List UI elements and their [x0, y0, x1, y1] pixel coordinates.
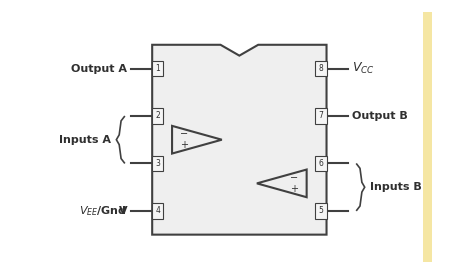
Text: Output B: Output B [352, 111, 407, 121]
FancyBboxPatch shape [315, 108, 327, 124]
Text: 1: 1 [155, 64, 160, 73]
Text: Inputs B: Inputs B [370, 182, 422, 192]
FancyBboxPatch shape [152, 61, 164, 76]
Text: 6: 6 [319, 159, 323, 168]
Text: +: + [290, 184, 298, 194]
FancyBboxPatch shape [315, 203, 327, 219]
Text: 2: 2 [155, 112, 160, 121]
FancyBboxPatch shape [152, 108, 164, 124]
FancyBboxPatch shape [152, 203, 164, 219]
FancyBboxPatch shape [315, 61, 327, 76]
Polygon shape [152, 45, 327, 235]
FancyBboxPatch shape [152, 156, 164, 171]
Polygon shape [257, 170, 307, 197]
FancyBboxPatch shape [315, 156, 327, 171]
Text: V: V [118, 206, 127, 216]
Text: 4: 4 [155, 206, 160, 215]
FancyBboxPatch shape [423, 12, 432, 262]
Text: Output A: Output A [71, 64, 127, 73]
Text: 5: 5 [319, 206, 323, 215]
Text: −: − [181, 129, 189, 139]
Text: $V_{EE}$/Gnd: $V_{EE}$/Gnd [79, 204, 127, 218]
Polygon shape [172, 126, 222, 153]
Text: $V_{CC}$: $V_{CC}$ [352, 61, 374, 76]
Text: 7: 7 [319, 112, 323, 121]
Text: Inputs A: Inputs A [59, 135, 111, 145]
Text: −: − [290, 173, 298, 183]
Text: +: + [181, 140, 189, 150]
Text: 3: 3 [155, 159, 160, 168]
Text: 8: 8 [319, 64, 323, 73]
